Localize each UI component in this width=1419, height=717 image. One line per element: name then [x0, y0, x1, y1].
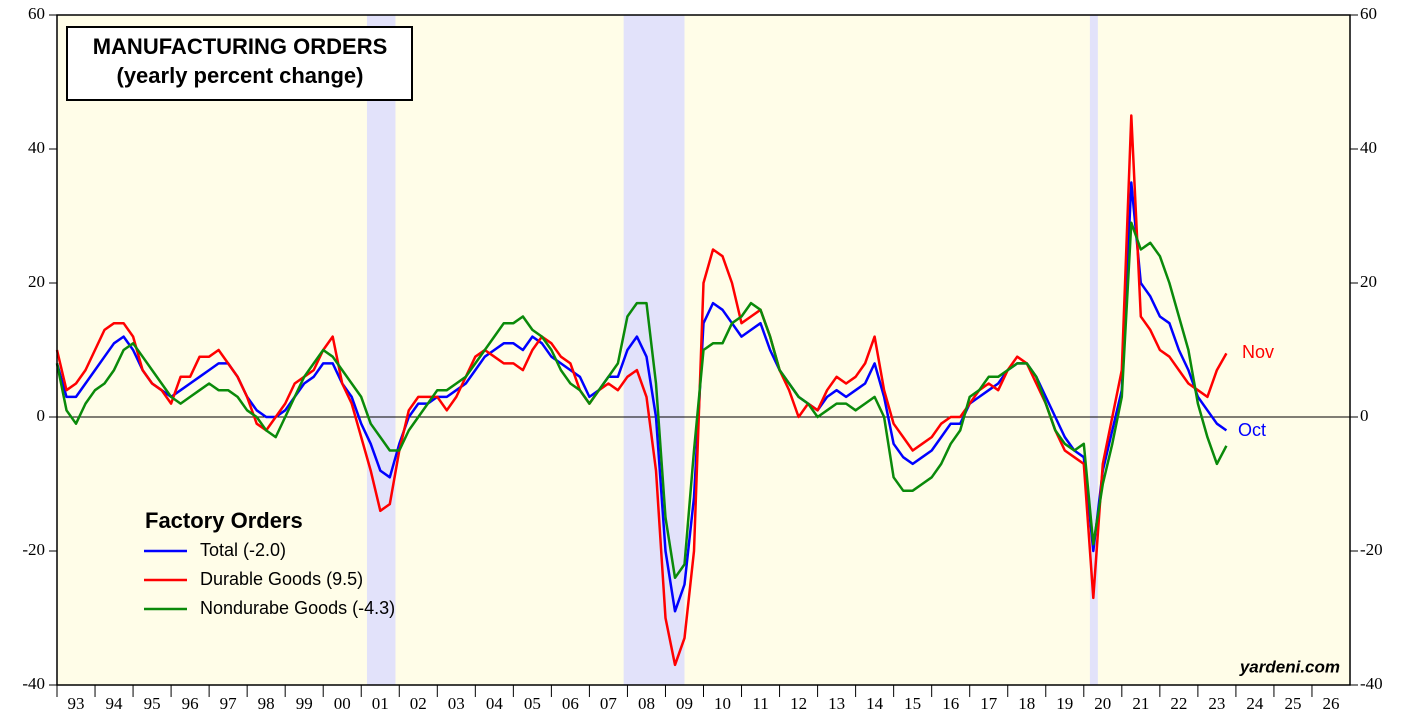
x-tick-label: 05	[524, 694, 541, 713]
x-tick-label: 17	[980, 694, 998, 713]
y-tick-label: 20	[28, 272, 45, 291]
plot-frame	[56, 14, 1351, 686]
x-tick-label: 24	[1246, 694, 1264, 713]
x-tick-label: 00	[334, 694, 351, 713]
x-tick-label: 93	[68, 694, 85, 713]
legend: Total (-2.0) Durable Goods (9.5) Nondurabe…	[144, 540, 395, 618]
x-tick-label: 08	[638, 694, 655, 713]
x-tick-label: 06	[562, 694, 579, 713]
x-tick-label: 09	[676, 694, 693, 713]
x-tick-label: 21	[1132, 694, 1149, 713]
x-tick-label: 97	[220, 694, 238, 713]
legend-label: Nondurabe Goods (-4.3)	[200, 598, 395, 618]
x-tick-label: 04	[486, 694, 504, 713]
series-line	[55, 114, 1228, 667]
x-tick-label: 03	[448, 694, 465, 713]
x-tick-label: 13	[828, 694, 845, 713]
x-tick-label: 19	[1056, 694, 1073, 713]
y-tick-label: -20	[22, 540, 45, 559]
y2-tick-label: -20	[1360, 540, 1383, 559]
annotation: Nov	[1242, 342, 1274, 362]
x-tick-label: 25	[1284, 694, 1301, 713]
x-tick-label: 14	[866, 694, 884, 713]
y-tick-label: 60	[28, 4, 45, 23]
y2-tick-label: 60	[1360, 4, 1377, 23]
x-tick-label: 94	[106, 694, 124, 713]
x-tick-label: 96	[182, 694, 199, 713]
title-box	[66, 26, 413, 101]
y2-tick-label: 40	[1360, 138, 1377, 157]
series-line	[55, 221, 1228, 580]
x-tick-label: 99	[296, 694, 313, 713]
recession-band	[1089, 15, 1098, 685]
x-tick-label: 26	[1322, 694, 1339, 713]
y-tick-label: 40	[28, 138, 45, 157]
recession-band	[623, 15, 685, 685]
y2-tick-label: -40	[1360, 674, 1383, 693]
x-tick-label: 01	[372, 694, 389, 713]
x-tick-label: 18	[1018, 694, 1035, 713]
x-tick-label: 11	[752, 694, 768, 713]
lines	[55, 114, 1228, 667]
legend-title: Factory Orders	[145, 508, 303, 533]
y2-tick-label: 20	[1360, 272, 1377, 291]
x-tick-label: 07	[600, 694, 618, 713]
x-tick-label: 02	[410, 694, 427, 713]
x-tick-label: 10	[714, 694, 731, 713]
recession-band	[366, 15, 396, 685]
y-tick-label: 0	[37, 406, 46, 425]
y2-tick-label: 0	[1360, 406, 1369, 425]
y-tick-label: -40	[22, 674, 45, 693]
x-tick-label: 23	[1208, 694, 1225, 713]
x-tick-label: 20	[1094, 694, 1111, 713]
x-tick-label: 95	[144, 694, 161, 713]
chart-title: MANUFACTURING ORDERS	[93, 34, 388, 59]
x-tick-label: 16	[942, 694, 959, 713]
legend-label: Durable Goods (9.5)	[200, 569, 363, 589]
source: yardeni.com	[1239, 657, 1340, 676]
legend-label: Total (-2.0)	[200, 540, 286, 560]
chart-subtitle: (yearly percent change)	[117, 63, 364, 88]
x-tick-label: 98	[258, 694, 275, 713]
x-tick-label: 12	[790, 694, 807, 713]
annotation: Oct	[1238, 420, 1266, 440]
x-tick-label: 22	[1170, 694, 1187, 713]
x-tick-label: 15	[904, 694, 921, 713]
